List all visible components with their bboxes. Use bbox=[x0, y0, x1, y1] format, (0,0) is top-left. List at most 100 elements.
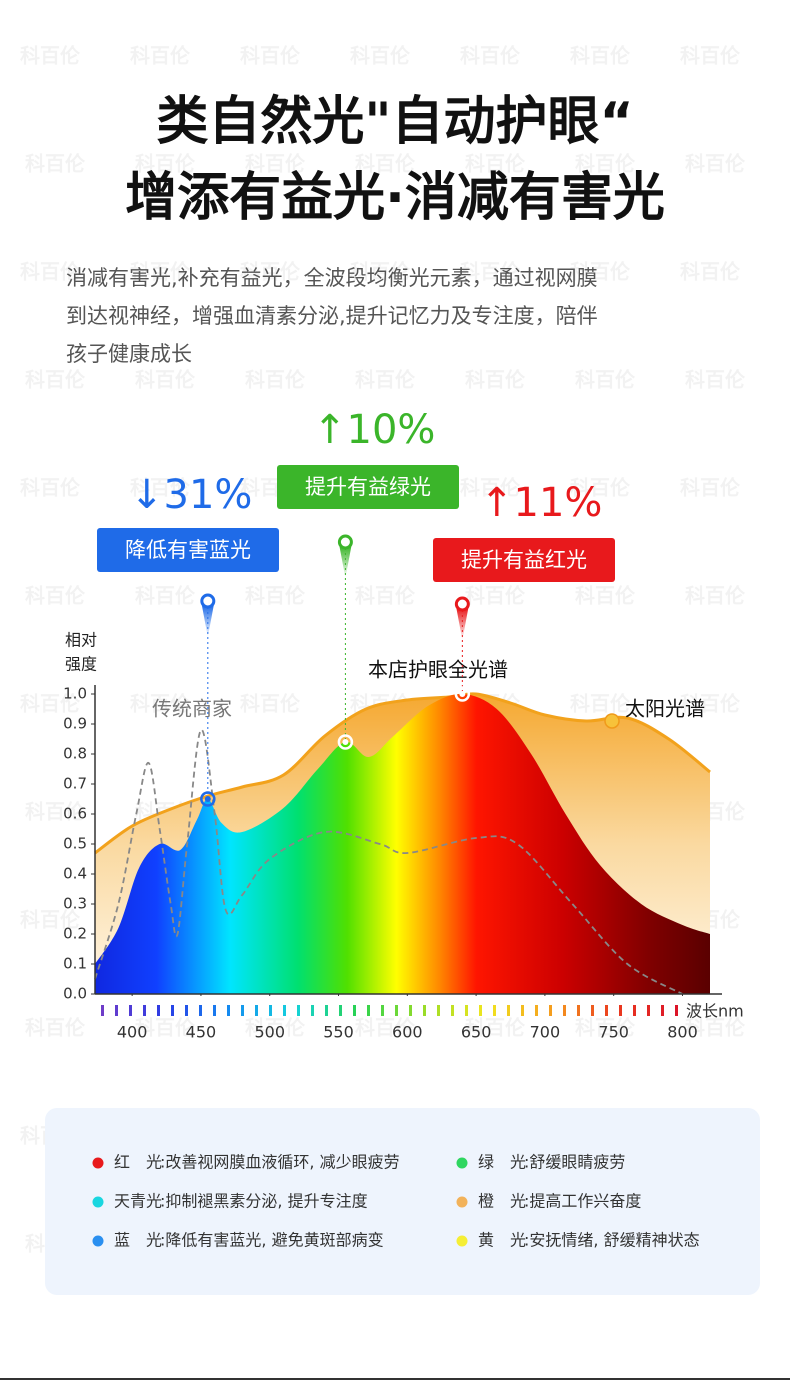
data-point bbox=[200, 791, 216, 807]
wavelength-mark bbox=[437, 1005, 440, 1016]
legend-name: 黄 光 bbox=[478, 1231, 526, 1250]
watermark: 科百伦 bbox=[575, 152, 636, 176]
pin-tail bbox=[339, 546, 352, 578]
watermark: 科百伦 bbox=[240, 692, 301, 716]
title: 增添有益光·消减有害光 bbox=[125, 168, 665, 228]
pin-tail bbox=[201, 605, 214, 637]
wavelength-mark bbox=[129, 1005, 132, 1016]
watermark: 科百伦 bbox=[25, 800, 86, 824]
x-tick-label: 650 bbox=[461, 1023, 492, 1042]
x-label: 波长nm bbox=[686, 1002, 744, 1021]
y-tick-label: 0.6 bbox=[63, 805, 87, 823]
y-tick-label: 0.3 bbox=[63, 895, 87, 913]
watermark: 科百伦 bbox=[575, 368, 636, 392]
y-label: 相对 bbox=[65, 631, 97, 650]
wavelength-mark bbox=[311, 1005, 314, 1016]
wavelength-mark bbox=[283, 1005, 286, 1016]
callout-box bbox=[277, 465, 459, 509]
wavelength-mark bbox=[143, 1005, 146, 1016]
y-tick-label: 0.7 bbox=[63, 775, 87, 793]
watermark: 科百伦 bbox=[20, 260, 81, 284]
y-tick-label: 0.0 bbox=[63, 985, 87, 1003]
y-tick-label: 0.2 bbox=[63, 925, 87, 943]
watermark: 科百伦 bbox=[130, 476, 191, 500]
callout-box bbox=[97, 528, 279, 572]
wavelength-mark bbox=[465, 1005, 468, 1016]
callout-box bbox=[433, 538, 615, 582]
watermark: 科百伦 bbox=[685, 368, 746, 392]
watermark: 科百伦 bbox=[20, 908, 81, 932]
watermark: 科百伦 bbox=[355, 584, 416, 608]
watermark: 科百伦 bbox=[680, 476, 741, 500]
watermark: 科百伦 bbox=[575, 584, 636, 608]
description: 消减有害光,补充有益光，全波段均衡光元素，通过视网膜 bbox=[66, 266, 598, 290]
watermark: 科百伦 bbox=[130, 692, 191, 716]
wavelength-mark bbox=[479, 1005, 482, 1016]
watermark: 科百伦 bbox=[575, 1016, 636, 1040]
legend-name: 橙 光 bbox=[478, 1192, 526, 1211]
watermark: 科百伦 bbox=[570, 44, 631, 68]
callout-label: 提升有益红光 bbox=[461, 548, 587, 572]
legend-dot bbox=[92, 1196, 104, 1208]
y-tick-label: 0.8 bbox=[63, 745, 87, 763]
wavelength-mark bbox=[367, 1005, 370, 1016]
wavelength-mark bbox=[591, 1005, 594, 1016]
watermark: 科百伦 bbox=[355, 152, 416, 176]
legend-dot bbox=[456, 1196, 468, 1208]
description: 孩子健康成长 bbox=[66, 342, 192, 366]
data-point bbox=[454, 686, 471, 702]
legend-text: :舒缓眼睛疲劳 bbox=[524, 1153, 625, 1172]
data-point-center bbox=[204, 796, 211, 802]
pin bbox=[337, 534, 353, 550]
watermark: 科百伦 bbox=[350, 44, 411, 68]
pin-tail bbox=[456, 608, 469, 640]
watermark: 科百伦 bbox=[245, 584, 306, 608]
title: 类自然光"自动护眼“ bbox=[156, 92, 633, 152]
wavelength-mark bbox=[549, 1005, 552, 1016]
watermark: 科百伦 bbox=[460, 44, 521, 68]
pin bbox=[200, 593, 216, 609]
watermark: 科百伦 bbox=[460, 476, 521, 500]
watermark: 科百伦 bbox=[135, 1016, 196, 1040]
x-tick-label: 400 bbox=[117, 1023, 148, 1042]
watermark: 科百伦 bbox=[135, 152, 196, 176]
watermark: 科百伦 bbox=[135, 584, 196, 608]
x-tick-label: 450 bbox=[186, 1023, 217, 1042]
watermark: 科百伦 bbox=[570, 692, 631, 716]
watermark: 科百伦 bbox=[355, 1016, 416, 1040]
legend-text: :安抚情绪, 舒缓精神状态 bbox=[524, 1231, 700, 1250]
watermark: 科百伦 bbox=[355, 368, 416, 392]
wavelength-mark bbox=[325, 1005, 328, 1016]
watermark: 科百伦 bbox=[240, 44, 301, 68]
callout-change: ↑10% bbox=[313, 407, 435, 453]
traditional-line bbox=[94, 729, 683, 995]
watermark: 科百伦 bbox=[245, 1016, 306, 1040]
wavelength-mark bbox=[101, 1005, 104, 1016]
legend-box bbox=[45, 1108, 760, 1295]
x-tick-label: 800 bbox=[667, 1023, 698, 1042]
x-tick-label: 550 bbox=[323, 1023, 354, 1042]
watermark: 科百伦 bbox=[25, 1016, 86, 1040]
callout-label: 提升有益绿光 bbox=[305, 475, 431, 499]
watermark: 科百伦 bbox=[570, 476, 631, 500]
legend-dot bbox=[456, 1235, 468, 1247]
watermark: 科百伦 bbox=[245, 152, 306, 176]
watermark: 科百伦 bbox=[20, 44, 81, 68]
y-label: 强度 bbox=[65, 655, 97, 674]
wavelength-mark bbox=[255, 1005, 258, 1016]
wavelength-mark bbox=[395, 1005, 398, 1016]
y-tick-label: 1.0 bbox=[63, 685, 87, 703]
legend-text: :改善视网膜血液循环, 减少眼疲劳 bbox=[160, 1153, 400, 1172]
series-label: 本店护眼全光谱 bbox=[368, 658, 508, 682]
watermark: 科百伦 bbox=[240, 260, 301, 284]
wavelength-mark bbox=[241, 1005, 244, 1016]
sun-icon bbox=[604, 713, 620, 729]
wavelength-mark bbox=[423, 1005, 426, 1016]
legend-text: :抑制褪黑素分泌, 提升专注度 bbox=[160, 1192, 368, 1211]
wavelength-mark bbox=[115, 1005, 118, 1016]
watermark: 科百伦 bbox=[680, 44, 741, 68]
sun-line bbox=[94, 692, 711, 855]
watermark: 科百伦 bbox=[350, 260, 411, 284]
watermark: 科百伦 bbox=[465, 584, 526, 608]
wavelength-mark bbox=[409, 1005, 412, 1016]
